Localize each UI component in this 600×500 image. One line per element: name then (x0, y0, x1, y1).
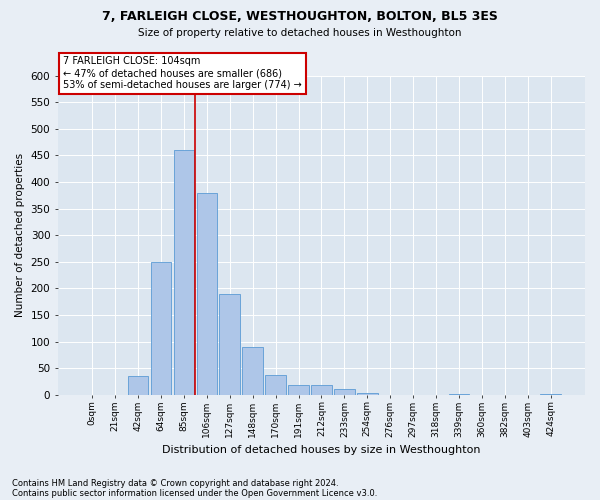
Bar (220, 294, 240, 394)
Text: Contains HM Land Registry data © Crown copyright and database right 2024.: Contains HM Land Registry data © Crown c… (12, 478, 338, 488)
Bar (128, 376, 148, 394)
Bar (173, 150, 194, 394)
Y-axis label: Number of detached properties: Number of detached properties (15, 153, 25, 317)
Bar (242, 347, 263, 395)
Bar (357, 393, 377, 394)
Bar (311, 385, 332, 394)
Bar (288, 385, 309, 394)
Bar (197, 192, 217, 394)
Text: 7, FARLEIGH CLOSE, WESTHOUGHTON, BOLTON, BL5 3ES: 7, FARLEIGH CLOSE, WESTHOUGHTON, BOLTON,… (102, 10, 498, 23)
Bar (265, 375, 286, 394)
X-axis label: Distribution of detached houses by size in Westhoughton: Distribution of detached houses by size … (162, 445, 481, 455)
Bar (151, 262, 172, 394)
Text: Size of property relative to detached houses in Westhoughton: Size of property relative to detached ho… (138, 28, 462, 38)
Text: 7 FARLEIGH CLOSE: 104sqm
← 47% of detached houses are smaller (686)
53% of semi-: 7 FARLEIGH CLOSE: 104sqm ← 47% of detach… (63, 56, 302, 90)
Bar (334, 390, 355, 394)
Text: Contains public sector information licensed under the Open Government Licence v3: Contains public sector information licen… (12, 488, 377, 498)
